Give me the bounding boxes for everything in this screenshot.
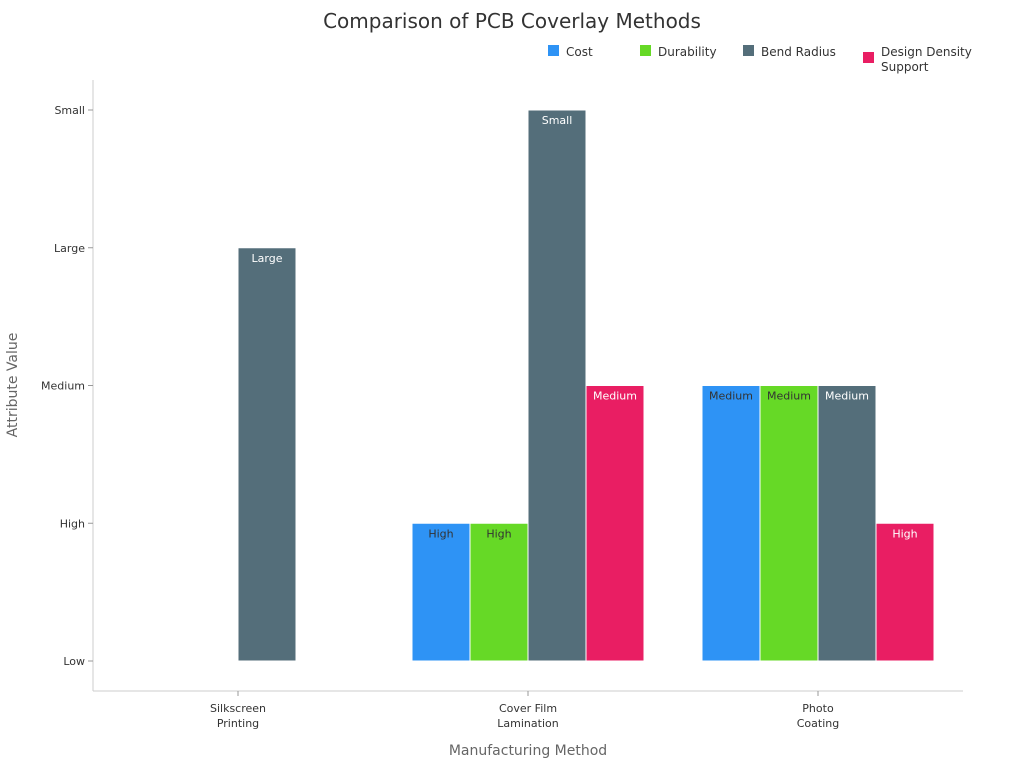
legend-label: Design Density bbox=[881, 45, 972, 59]
legend-swatch bbox=[548, 45, 559, 56]
y-axis-label: Attribute Value bbox=[5, 333, 21, 438]
bar bbox=[701, 385, 761, 662]
y-tick-label: Medium bbox=[41, 380, 85, 393]
bar bbox=[527, 109, 587, 662]
x-tick-label: Coating bbox=[797, 717, 839, 730]
legend-label: Cost bbox=[566, 45, 593, 59]
bar-data-label: Medium bbox=[767, 390, 811, 403]
bar-data-label: Medium bbox=[709, 390, 753, 403]
bar bbox=[585, 385, 645, 662]
bar-data-label: Large bbox=[252, 252, 283, 265]
bar-data-label: High bbox=[486, 527, 511, 540]
bar bbox=[411, 522, 471, 662]
legend-swatch bbox=[863, 52, 874, 63]
bar bbox=[817, 385, 877, 662]
chart-title: Comparison of PCB Coverlay Methods bbox=[323, 9, 701, 33]
bar-data-label: Medium bbox=[825, 390, 869, 403]
bar-data-label: High bbox=[892, 527, 917, 540]
x-tick-label: Silkscreen bbox=[210, 702, 266, 715]
y-tick-label: Large bbox=[54, 242, 85, 255]
y-tick-label: Small bbox=[54, 104, 85, 117]
bar bbox=[875, 522, 935, 662]
legend-label: Bend Radius bbox=[761, 45, 836, 59]
bar-data-label: High bbox=[428, 527, 453, 540]
x-tick-label: Lamination bbox=[497, 717, 558, 730]
bar-data-label: Medium bbox=[593, 390, 637, 403]
x-tick-label: Photo bbox=[802, 702, 834, 715]
y-tick-label: Low bbox=[63, 655, 85, 668]
legend-swatch bbox=[743, 45, 754, 56]
x-tick-label: Printing bbox=[217, 717, 259, 730]
legend-swatch bbox=[640, 45, 651, 56]
bar-data-label: Small bbox=[542, 114, 573, 127]
y-tick-label: High bbox=[60, 517, 85, 530]
bar bbox=[237, 247, 297, 662]
x-tick-label: Cover Film bbox=[499, 702, 557, 715]
legend-label: Support bbox=[881, 60, 929, 74]
bar bbox=[469, 522, 529, 662]
x-axis-label: Manufacturing Method bbox=[449, 743, 607, 759]
legend-label: Durability bbox=[658, 45, 717, 59]
bar bbox=[759, 385, 819, 662]
